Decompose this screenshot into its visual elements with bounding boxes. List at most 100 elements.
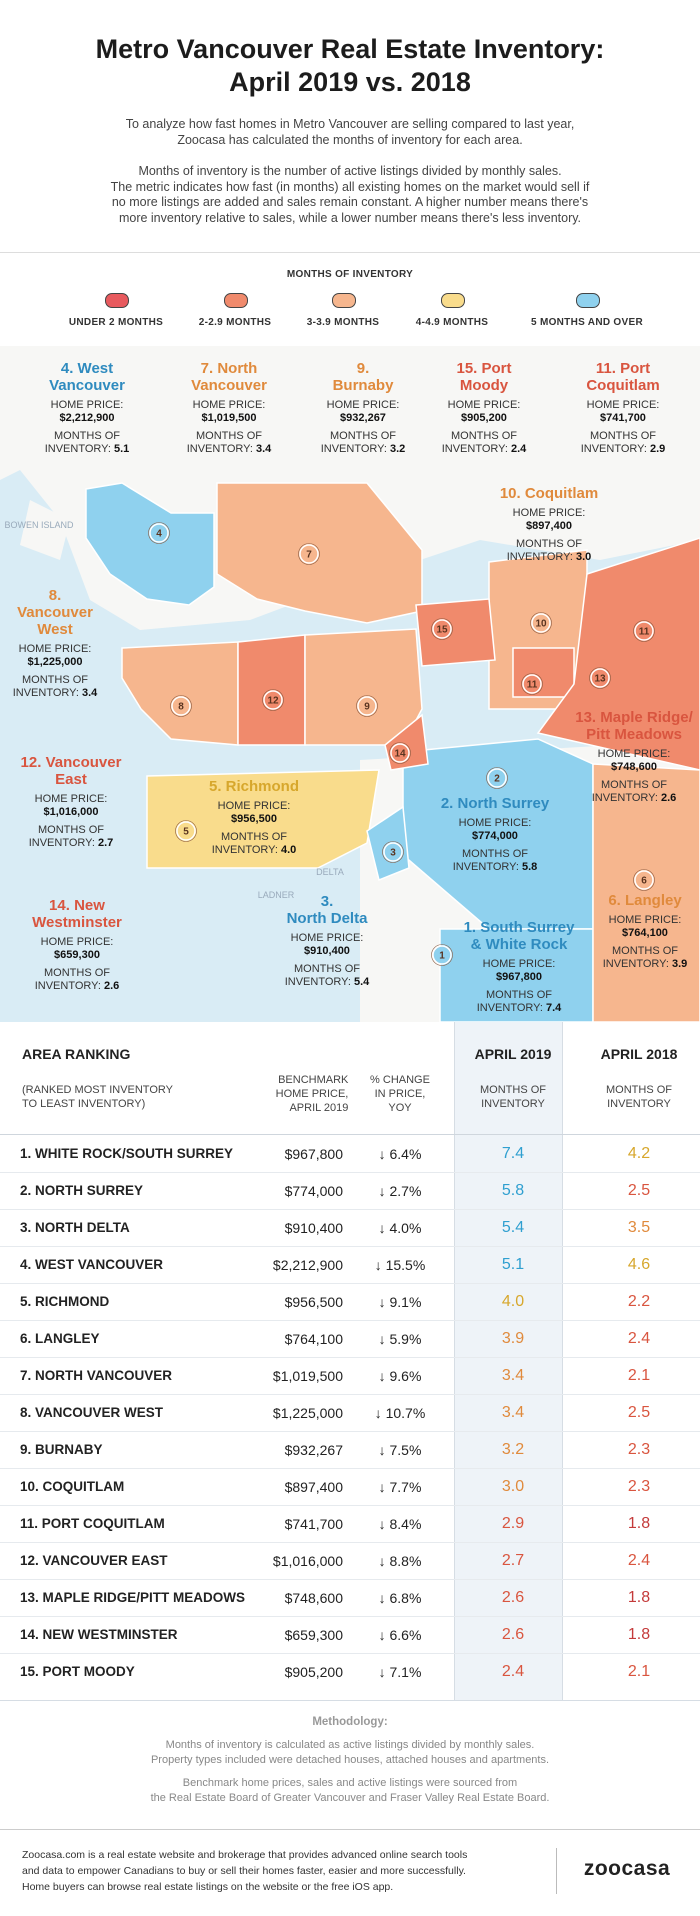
area-title-line: 1. South Surrey [463,919,575,936]
area-label: 6. Langley HOME PRICE: $764,100 MONTHS OF IN… [603,892,688,971]
inventory-label: INVENTORY: [580,443,647,455]
inventory-line: INVENTORY: 2.6 [575,792,693,805]
change-header-line: % CHANGE [370,1074,430,1086]
row-inventory-2019: 3.4 [501,1367,525,1384]
inventory-label: MONTHS OF [612,945,678,957]
inventory-line: INVENTORY: 3.4 [13,687,98,700]
row-inventory-2018: 1.8 [627,1626,651,1643]
inventory-line: INVENTORY: 4.0 [209,844,299,857]
row-change: ↓ 6.8% [378,1590,422,1606]
area-shape [146,769,380,869]
area-title-line: 10. Coquitlam [499,485,599,502]
inventory-value: 4.0 [280,844,297,856]
row-inventory-2018: 2.1 [627,1663,651,1680]
row-rule [0,1616,700,1617]
price-header-line: HOME PRICE, [275,1088,349,1100]
price-label: HOME PRICE: [290,932,364,944]
place-label: LADNER [257,890,295,900]
area-shape [85,482,215,606]
price-label: HOME PRICE: [217,800,291,812]
inventory-label: INVENTORY: [591,792,658,804]
change-header-line: YOY [388,1102,412,1114]
area-marker-ring [298,543,320,565]
price-value: $764,100 [622,927,668,939]
area-title-line: 3. [320,893,334,910]
inventory-line: INVENTORY: 3.4 [187,443,272,456]
row-inventory-2018: 1.8 [627,1589,651,1606]
row-area: 10. COQUITLAM [20,1479,125,1494]
row-price: $910,400 [284,1220,343,1236]
area-marker-ring [530,612,552,634]
area-title-line: 8. [48,587,62,604]
inventory-line: INVENTORY: 3.9 [603,958,688,971]
area-marker [522,674,542,694]
row-rule [0,1542,700,1543]
row-price: $1,225,000 [272,1405,343,1421]
area-title-line: 12. Vancouver [20,754,122,771]
row-rule [0,1579,700,1580]
inventory-label: INVENTORY: [506,551,573,563]
table-end-rule [0,1700,700,1701]
table-title: AREA RANKING [22,1046,131,1062]
legend-swatch [105,293,129,308]
legend-swatch [224,293,248,308]
area-title-line: West [37,621,73,638]
row-inventory-2018: 2.3 [627,1478,651,1495]
inventory-value: 3.2 [390,443,406,455]
inventory-label: MONTHS OF [38,824,104,836]
inventory-value: 3.0 [575,551,592,563]
explanation-line: Months of inventory is the number of act… [138,164,562,178]
price-value: $1,019,500 [201,412,257,424]
area-title-line: 2. North Surrey [440,795,550,812]
change-header-line: IN PRICE, [374,1088,426,1100]
logo: zoocasa [583,1857,671,1880]
row-price: $967,800 [284,1146,343,1162]
inventory-line: INVENTORY: 3.2 [321,443,406,456]
row-price: $1,016,000 [272,1553,343,1569]
area-title: 8. Vancouver West [13,587,98,638]
table-subtitle-line: TO LEAST INVENTORY) [22,1098,146,1110]
inventory-value: 5.4 [354,976,370,988]
area-marker [383,842,403,862]
row-area: 15. PORT MOODY [20,1664,135,1679]
row-area: 9. BURNABY [20,1442,103,1457]
row-price: $1,019,500 [272,1368,343,1384]
area-marker [634,870,654,890]
row-inventory-2019: 4.0 [501,1293,525,1310]
row-area: 3. NORTH DELTA [20,1220,130,1235]
row-inventory-2019: 2.6 [501,1626,525,1643]
inventory-label: MONTHS OF [330,430,396,442]
inventory-label: MONTHS OF [600,779,667,791]
legend-swatch [332,293,356,308]
map: 4 7 8 12 9 14 15 10 11 11 13 2 5 3 1 6 [0,346,700,1022]
area-marker [432,619,452,639]
area-number: 12 [267,696,279,707]
price-value: $1,225,000 [27,656,83,668]
price-header-line: APRIL 2019 [289,1102,349,1114]
methodology-title: Methodology: [312,1716,388,1728]
area-title-line: 4. West [60,360,114,377]
row-rule [0,1283,700,1284]
area-label: 8. Vancouver West HOME PRICE: $1,225,000 MONT… [13,587,98,700]
inventory-line: INVENTORY: 5.4 [285,976,370,989]
area-marker-ring [382,841,404,863]
area-title: 7. North Vancouver [187,360,272,394]
row-rule [0,1357,700,1358]
header-rule [0,1134,700,1135]
inventory-line: INVENTORY: 5.8 [441,861,549,874]
footer-line: Home buyers can browse real estate listi… [22,1881,394,1893]
price-value: $967,800 [496,971,542,983]
column-divider [454,1022,455,1700]
row-inventory-2019: 2.4 [501,1663,525,1680]
area-marker-ring [175,820,197,842]
inventory-line: INVENTORY: 3.0 [500,551,598,564]
year-header: APRIL 2019 [474,1046,552,1062]
methodology-line: Benchmark home prices, sales and active … [182,1777,518,1789]
footer-divider [556,1848,557,1894]
area-label: 11. Port Coquitlam HOME PRICE: $741,700 MONT… [581,360,666,456]
row-inventory-2018: 2.4 [627,1330,651,1347]
row-change: ↓ 9.1% [378,1294,422,1310]
year-subheader-line: MONTHS OF [480,1084,546,1096]
area-number: 6 [641,876,647,887]
inventory-value: 3.4 [256,443,272,455]
